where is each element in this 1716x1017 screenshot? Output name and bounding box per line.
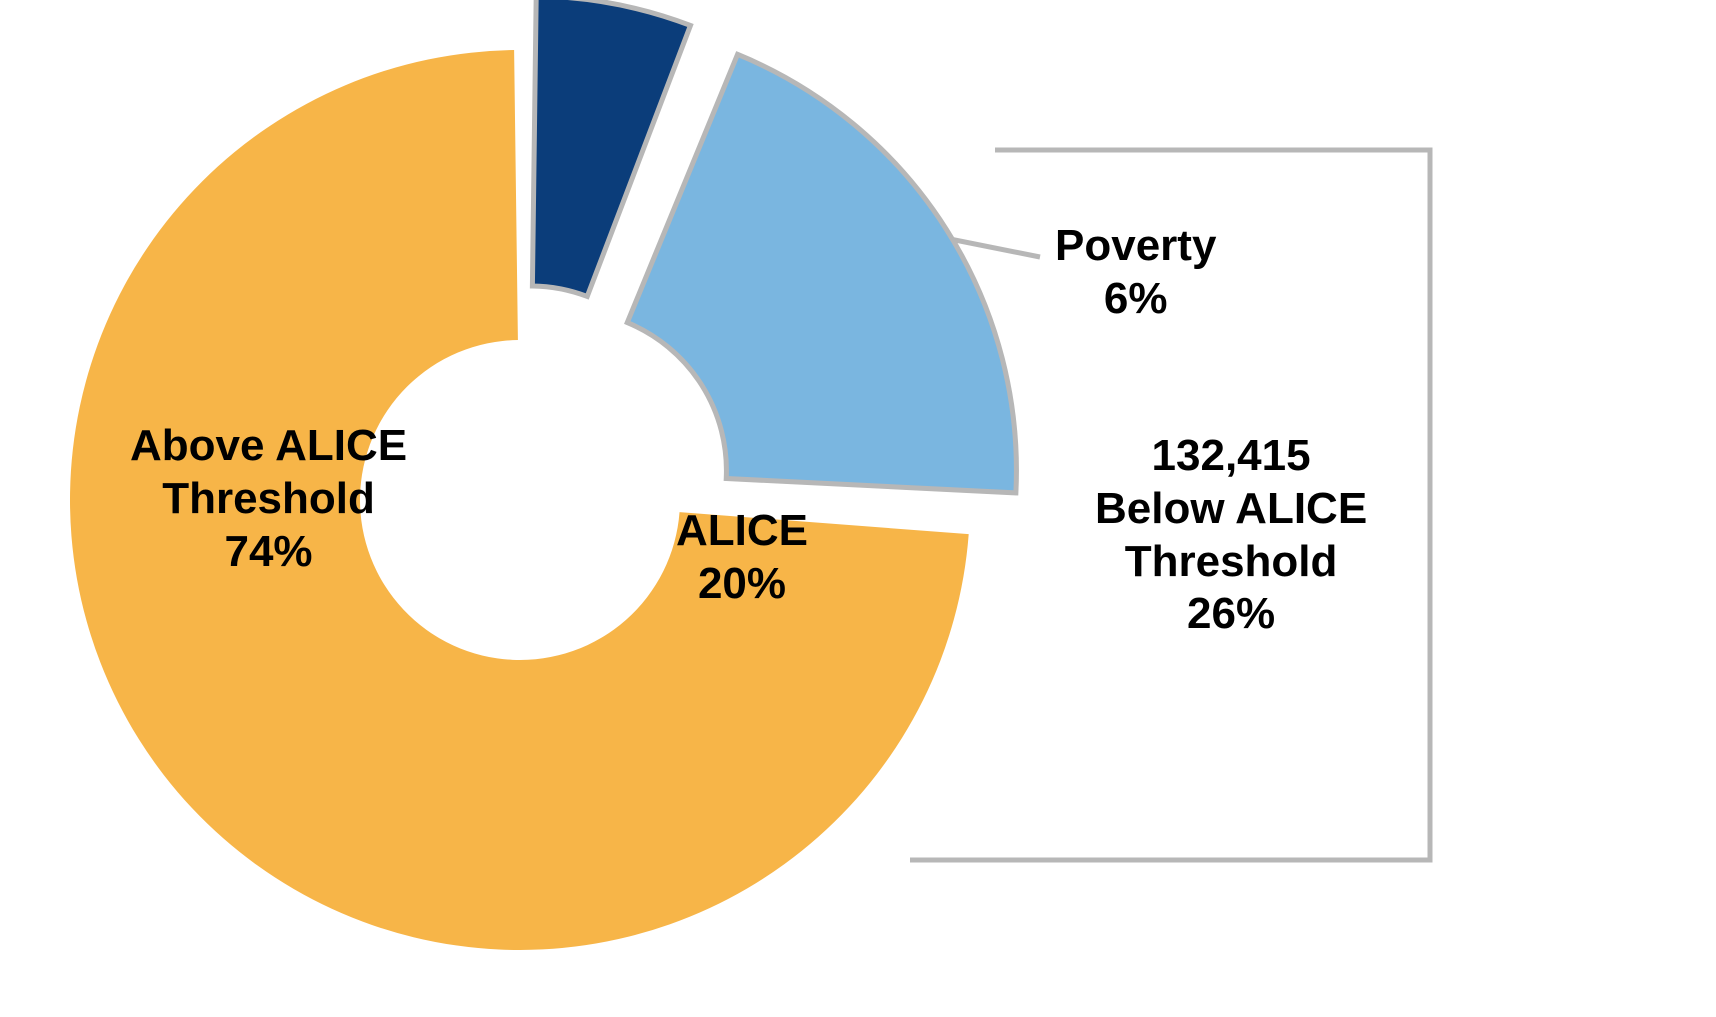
- slice-label-alice: ALICE 20%: [676, 505, 808, 611]
- callout-label: 132,415 Below ALICE Threshold 26%: [1095, 430, 1367, 641]
- slice-label-poverty-line1: Poverty: [1055, 220, 1216, 273]
- slice-label-alice-line1: ALICE: [676, 505, 808, 558]
- slice-label-above-line1: Above ALICE: [130, 420, 407, 473]
- slice-label-above-pct: 74%: [130, 526, 407, 579]
- slice-label-above: Above ALICE Threshold 74%: [130, 420, 407, 578]
- donut-chart-container: Above ALICE Threshold 74% Poverty 6% ALI…: [0, 0, 1716, 1017]
- callout-pct: 26%: [1095, 588, 1367, 641]
- slice-label-poverty: Poverty 6%: [1055, 220, 1216, 326]
- callout-line3: Threshold: [1095, 536, 1367, 589]
- slice-label-poverty-pct: 6%: [1055, 273, 1216, 326]
- callout-count: 132,415: [1095, 430, 1367, 483]
- callout-line2: Below ALICE: [1095, 483, 1367, 536]
- slice-alice: [627, 54, 1016, 493]
- slice-label-alice-pct: 20%: [676, 558, 808, 611]
- slice-label-above-line2: Threshold: [130, 473, 407, 526]
